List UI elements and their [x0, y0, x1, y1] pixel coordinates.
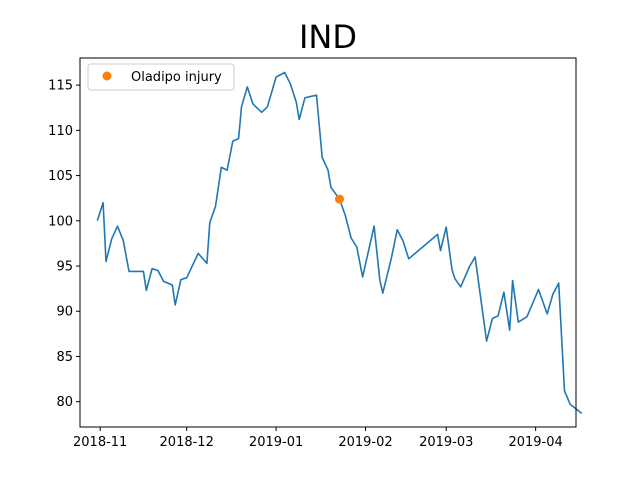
y-tick-label: 100 — [48, 214, 73, 229]
x-tick-label: 2019-04 — [508, 435, 562, 450]
x-tick-label: 2019-01 — [249, 435, 303, 450]
y-tick-label: 90 — [56, 305, 73, 320]
y-axis: 80 85 90 95 100 105 110 115 — [48, 79, 80, 410]
x-tick-label: 2019-03 — [419, 435, 473, 450]
x-tick-label: 2019-02 — [338, 435, 392, 450]
series-line-rating — [96, 71, 583, 415]
y-tick-label: 105 — [48, 169, 73, 184]
x-tick-label: 2018-11 — [73, 435, 127, 450]
legend-marker-icon — [102, 71, 112, 81]
chart-title: IND — [299, 18, 357, 56]
injury-marker — [335, 194, 344, 204]
legend-label: Oladipo injury — [131, 70, 222, 85]
y-tick-label: 85 — [56, 350, 73, 365]
y-tick-label: 80 — [56, 395, 73, 410]
plot-area — [80, 58, 576, 427]
x-tick-label: 2018-12 — [160, 435, 214, 450]
y-tick-label: 110 — [48, 124, 73, 139]
series-layer — [96, 71, 583, 415]
plot-frame — [79, 57, 577, 428]
legend: Oladipo injury — [87, 63, 235, 91]
x-axis: 2018-11 2018-12 2019-01 2019-02 2019-03 2019-… — [73, 427, 563, 450]
y-tick-label: 115 — [48, 79, 73, 94]
y-tick-label: 95 — [56, 260, 73, 275]
legend-box — [87, 63, 235, 91]
